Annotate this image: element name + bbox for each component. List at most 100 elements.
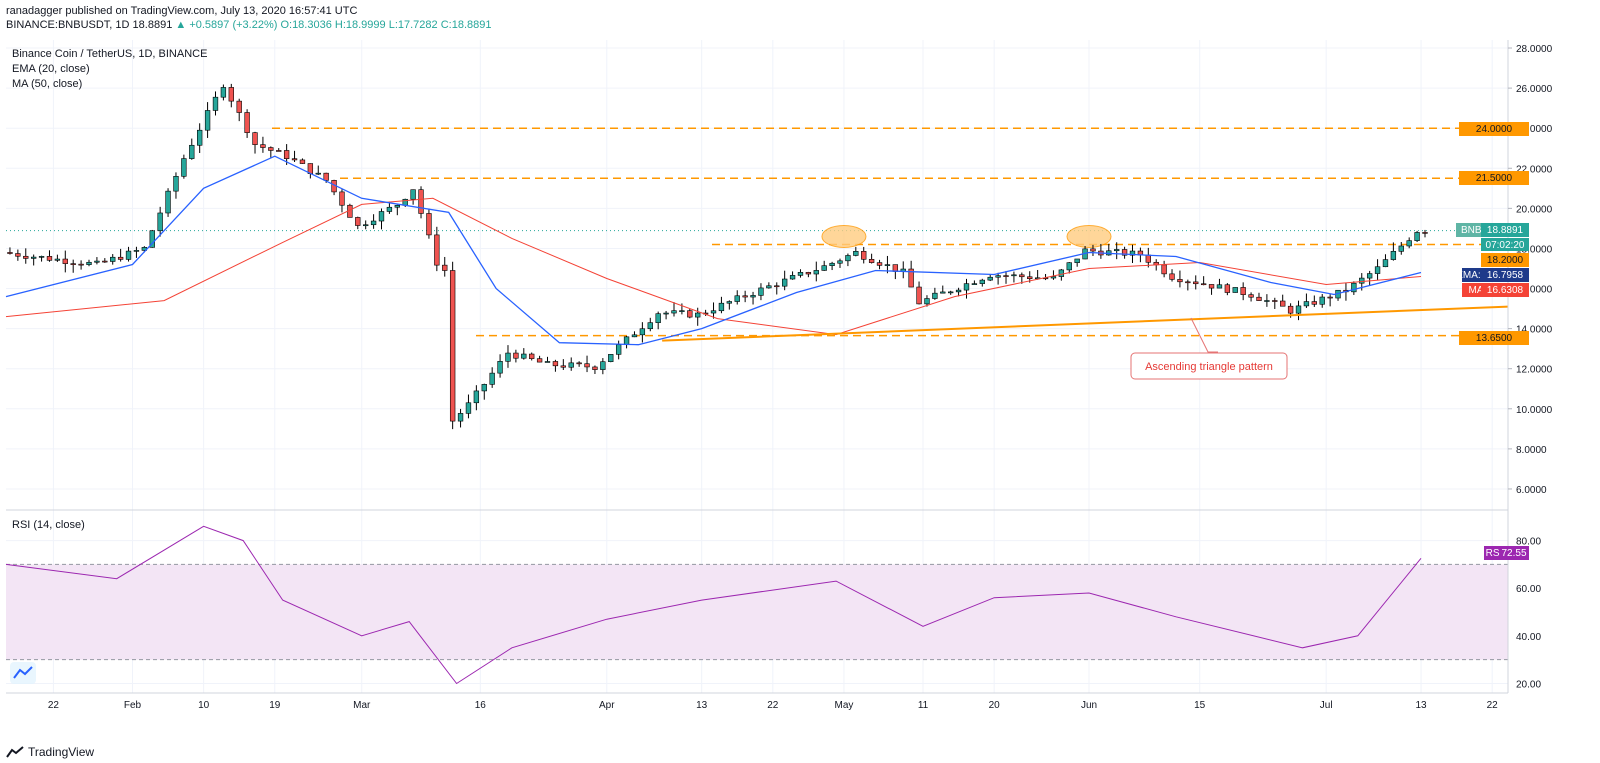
candle-body (1319, 296, 1325, 305)
candle (853, 246, 859, 257)
candle (1034, 269, 1041, 280)
candle-body (1414, 232, 1420, 241)
candle (181, 154, 187, 179)
candle (726, 300, 733, 310)
price-tick-label: 26.0000 (1516, 84, 1553, 95)
candle-body (212, 96, 219, 111)
candle-body (552, 361, 559, 367)
open-value: O:18.3036 (280, 19, 332, 31)
candle-body (1232, 287, 1238, 293)
candle-body (1224, 284, 1231, 293)
candle-body (608, 354, 614, 362)
candle (987, 274, 993, 282)
candle (1248, 292, 1254, 302)
candle (78, 260, 84, 270)
candle-body (1200, 283, 1207, 286)
candle (212, 91, 219, 116)
candle-body (821, 265, 827, 271)
candle (1311, 295, 1317, 307)
badge-ma-value: 16.6308 (1487, 285, 1524, 296)
candle (426, 208, 432, 239)
candle-body (54, 258, 61, 261)
candle (1216, 278, 1223, 289)
candle-body (560, 365, 566, 368)
candle-body (157, 212, 163, 232)
candle-body (718, 302, 725, 312)
badge-ma: MA (1469, 285, 1484, 296)
candle-body (592, 366, 598, 370)
price-tick-label: 14.0000 (1516, 325, 1553, 336)
candle (647, 317, 653, 332)
candle-body (734, 295, 740, 302)
candle-body (971, 283, 978, 285)
candle-body (291, 158, 298, 161)
candle (1161, 260, 1167, 278)
candle-body (1129, 250, 1136, 256)
time-tick-label: 13 (696, 700, 708, 711)
candle-body (1366, 273, 1373, 279)
rsi-axis[interactable]: 80.00 60.00 40.00 20.00 (1516, 537, 1541, 691)
candles (7, 83, 1428, 430)
candle (623, 335, 630, 349)
candle-body (473, 390, 480, 404)
candle (149, 229, 155, 248)
candle (1335, 289, 1341, 301)
candle (355, 216, 361, 230)
badge-ema-value: 16.7958 (1487, 270, 1524, 281)
candle (1003, 270, 1009, 284)
candle-body (165, 190, 171, 214)
tradingview-watermark-icon (10, 662, 36, 684)
candle-body (861, 251, 867, 260)
candle-body (442, 264, 448, 271)
candle (30, 254, 37, 266)
candle (568, 357, 574, 371)
candle (576, 361, 582, 367)
ascending-trendline (662, 305, 1509, 342)
time-axis[interactable]: 22 Feb 10 19 Mar 16 Apr 13 22 May 11 20 Jun 15 Jul 13 22 (48, 700, 1498, 711)
candle-body (584, 363, 590, 368)
candle (861, 246, 867, 264)
time-tick-label: 22 (767, 700, 779, 711)
badge-1820: 18.2000 (1487, 255, 1524, 266)
candle (62, 250, 68, 273)
badge-last-price: 18.8891 (1487, 225, 1524, 236)
candle-body (750, 295, 756, 298)
candle (1398, 242, 1404, 255)
candle-body (908, 268, 914, 288)
candle-body (529, 353, 535, 359)
badge-2150: 21.5000 (1476, 173, 1513, 184)
candle-body (505, 352, 511, 362)
time-tick-label: May (835, 700, 854, 711)
candle-body (1422, 232, 1428, 234)
badge-1365: 13.6500 (1476, 333, 1513, 344)
candle (133, 246, 140, 258)
candle-body (1193, 281, 1199, 285)
candle (386, 201, 393, 214)
candle (876, 259, 883, 270)
candle (102, 258, 108, 263)
candle-body (228, 87, 234, 102)
tradingview-logo[interactable]: TradingView (6, 745, 94, 759)
candle (1264, 294, 1270, 307)
candle-body (655, 313, 661, 323)
candle (204, 102, 211, 138)
candle (1406, 237, 1412, 249)
candle (592, 365, 598, 374)
candle-body (1390, 251, 1397, 260)
candle-body (876, 262, 883, 266)
candle (457, 408, 464, 428)
candle (742, 290, 748, 303)
rsi-band (6, 564, 1508, 660)
price-axis[interactable]: 28.0000 26.0000 24.0000 22.0000 20.0000 18.00… (1508, 44, 1553, 496)
candle-body (647, 322, 653, 330)
time-tick-label: Jun (1081, 700, 1097, 711)
candle-body (23, 255, 29, 259)
candle-body (1272, 300, 1278, 302)
candle-body (1114, 249, 1120, 252)
candle-body (70, 263, 76, 265)
candle-body (1303, 301, 1310, 307)
candle (505, 345, 511, 368)
candle-body (797, 272, 804, 276)
tradingview-brand: TradingView (28, 745, 95, 759)
